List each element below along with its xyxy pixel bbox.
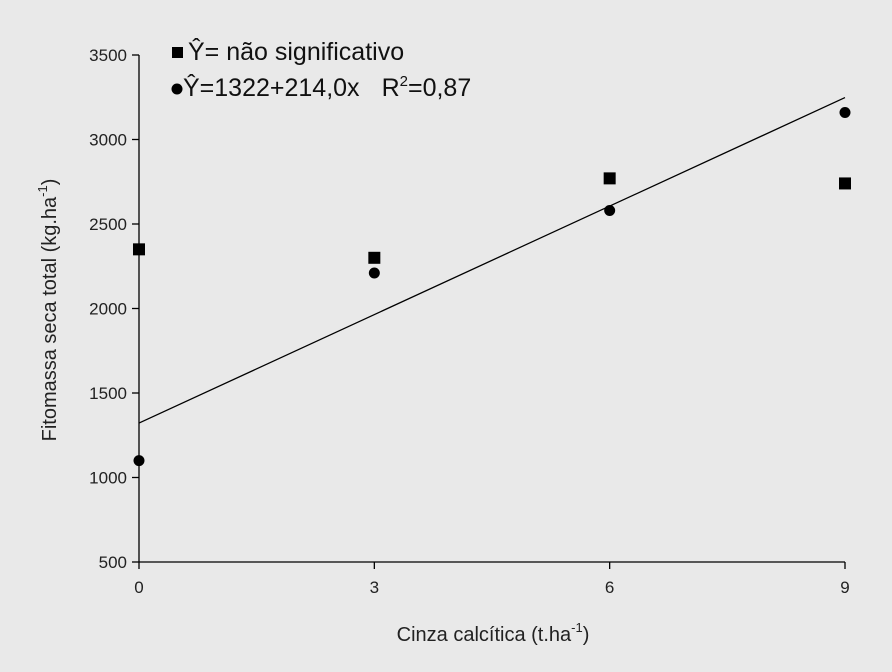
y-tick-label: 1500 [89,384,127,403]
legend: Ŷ= não significativo Ŷ=1322+214,0x R2=0,8… [171,37,471,102]
data-points [133,106,851,467]
x-tick-label: 0 [134,578,143,597]
circle-point [604,204,616,216]
square-point [603,172,616,185]
plot-panel [10,10,886,666]
x-tick-label: 9 [840,578,849,597]
y-tick-label: 3000 [89,131,127,150]
y-tick-label: 2500 [89,215,127,234]
y-tick-label: 2000 [89,300,127,319]
square-point [839,177,851,190]
square-point [133,243,145,256]
square-point [368,251,381,264]
x-ticks: 0 3 6 9 [134,562,850,597]
legend-circle-marker [171,83,183,95]
legend-label-circle: Ŷ=1322+214,0x R2=0,87 [183,73,471,102]
y-tick-label: 1000 [89,469,127,488]
regression-line [138,96,846,424]
y-tick-label: 3500 [89,46,127,65]
legend-label-square: Ŷ= não significativo [188,37,404,66]
y-axis-title: Fitomassa seca total (kg.ha-1) [35,179,61,442]
y-ticks: 500 1000 1500 2000 2500 3000 3500 [89,46,139,572]
y-tick-label: 500 [99,553,127,572]
legend-square-marker [172,47,183,58]
x-tick-label: 6 [605,578,614,597]
circle-point [839,106,851,118]
circle-point [133,455,145,467]
circle-point [368,267,380,279]
x-axis-title: Cinza calcítica (t.ha-1) [397,620,590,646]
x-tick-label: 3 [370,578,379,597]
